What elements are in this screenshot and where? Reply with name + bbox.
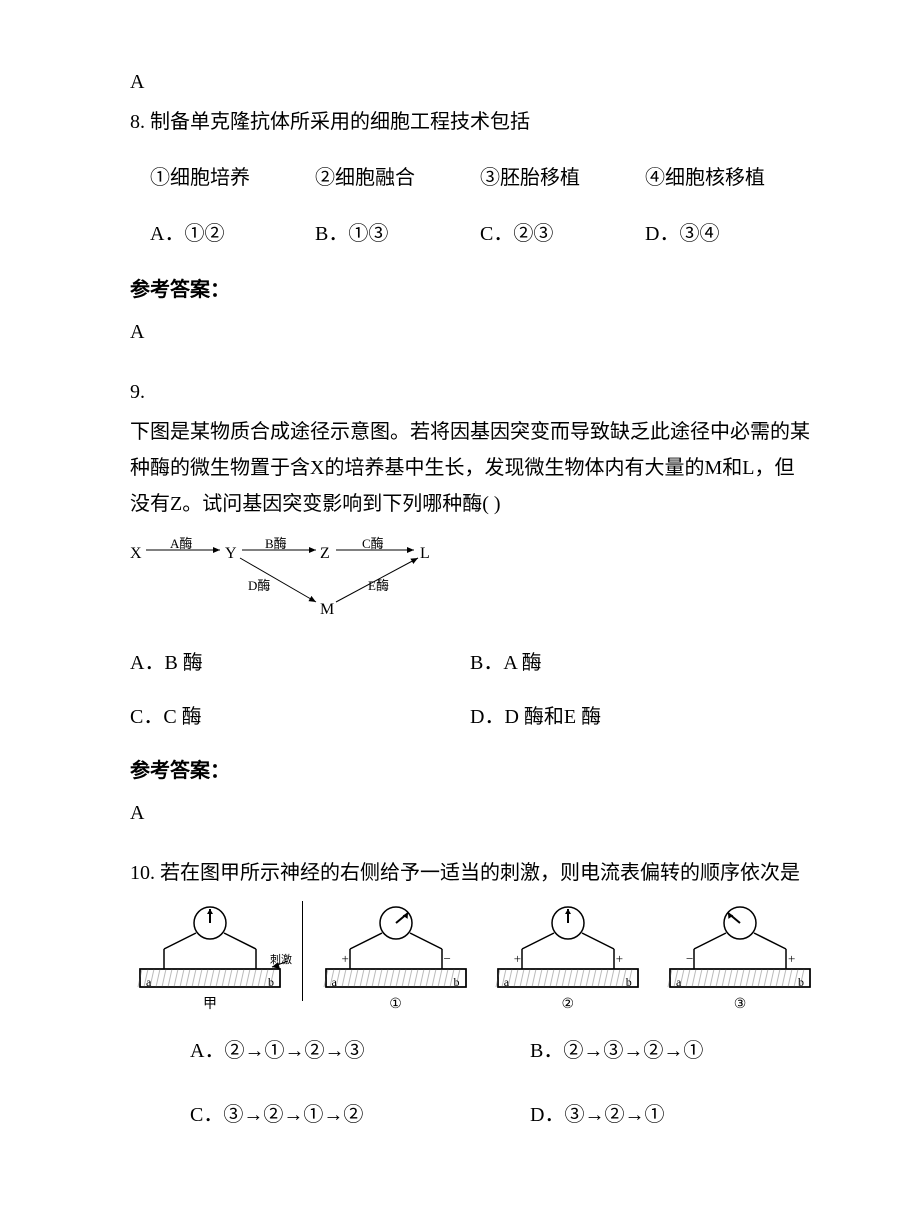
q10-stem-text: 若在图甲所示神经的右侧给予一适当的刺激，则电流表偏转的顺序依次是 (160, 862, 800, 884)
q9-option-a[interactable]: A．B 酶 (130, 645, 470, 681)
q9-option-b[interactable]: B．A 酶 (470, 645, 810, 681)
q9-diagram: X Y Z L M A酶 B酶 C酶 D酶 E酶 (130, 532, 470, 627)
q10-divider (302, 901, 303, 1001)
q9-node-y: Y (225, 540, 237, 569)
sign-left: + (514, 947, 521, 970)
q8-item-1: ①细胞培养 (150, 160, 315, 196)
q8-item-3: ③胚胎移植 (480, 160, 645, 196)
q10-panel-jia: a b 刺激 甲 (130, 899, 290, 1009)
q10-stem: 10. 若在图甲所示神经的右侧给予一适当的刺激，则电流表偏转的顺序依次是 (130, 855, 810, 891)
q8-stem: 8. 制备单克隆抗体所采用的细胞工程技术包括 (130, 104, 810, 140)
axon-label-a: a (504, 972, 509, 994)
axon-label-b: b (798, 972, 804, 994)
q9-node-l: L (420, 540, 430, 569)
q8-option-a[interactable]: A．①② (150, 216, 315, 252)
q9-label-b: B酶 (265, 532, 287, 555)
panel-caption: ② (488, 992, 648, 1017)
q9-number: 9. (130, 374, 810, 410)
q8-options: A．①② B．①③ C．②③ D．③④ (150, 216, 810, 252)
q8-option-b[interactable]: B．①③ (315, 216, 480, 252)
sign-right: − (444, 947, 451, 970)
q9-node-m: M (320, 596, 334, 625)
axon-label-b: b (268, 972, 274, 994)
q8-items: ①细胞培养 ②细胞融合 ③胚胎移植 ④细胞核移植 (150, 160, 810, 196)
q10-panel-3: a b − + ③ (660, 899, 820, 1009)
q8-answer-head: 参考答案： (130, 272, 810, 308)
q9-option-d[interactable]: D．D 酶和E 酶 (470, 699, 810, 735)
q8-option-c[interactable]: C．②③ (480, 216, 645, 252)
axon-label-b: b (454, 972, 460, 994)
panel-caption: 甲 (130, 992, 290, 1017)
q9-option-c[interactable]: C．C 酶 (130, 699, 470, 735)
q10-panel-1: a b + − ① (316, 899, 476, 1009)
axon-label-a: a (332, 972, 337, 994)
sign-right: + (788, 947, 795, 970)
q8-option-d[interactable]: D．③④ (645, 216, 810, 252)
sign-left: − (686, 947, 693, 970)
panel-caption: ③ (660, 992, 820, 1017)
q9-options-row2: C．C 酶 D．D 酶和E 酶 (130, 699, 810, 735)
stim-label: 刺激 (270, 951, 292, 971)
q8-item-2: ②细胞融合 (315, 160, 480, 196)
q8-answer: A (130, 314, 810, 350)
q9-node-x: X (130, 540, 142, 569)
q8-stem-text: 制备单克隆抗体所采用的细胞工程技术包括 (150, 111, 530, 133)
q9-label-a: A酶 (170, 532, 192, 555)
q9-node-z: Z (320, 540, 330, 569)
q9-label-d: D酶 (248, 574, 270, 597)
q7-answer: A (130, 64, 810, 100)
q10-options: A．②→①→②→③ B．②→③→②→① C．③→②→①→② D．③→②→① (190, 1033, 810, 1133)
q10-panels: a b 刺激 甲 a b + − ① (130, 899, 820, 1009)
axon-label-b: b (626, 972, 632, 994)
q10-panel-2: a b + + ② (488, 899, 648, 1009)
sign-right: + (616, 947, 623, 970)
panel-caption: ① (316, 992, 476, 1017)
q9-label-e: E酶 (368, 574, 389, 597)
q10-number: 10. (130, 862, 155, 884)
q9-answer: A (130, 795, 810, 831)
q9-answer-head: 参考答案： (130, 753, 810, 789)
q9-label-c: C酶 (362, 532, 384, 555)
q10-option-c[interactable]: C．③→②→①→② (190, 1097, 530, 1133)
q9-options-row1: A．B 酶 B．A 酶 (130, 645, 810, 681)
axon-label-a: a (146, 972, 151, 994)
q10-option-d[interactable]: D．③→②→① (530, 1097, 664, 1133)
q8-number: 8. (130, 111, 145, 133)
q9-stem: 下图是某物质合成途径示意图。若将因基因突变而导致缺乏此途径中必需的某种酶的微生物… (130, 414, 810, 522)
q10-option-a[interactable]: A．②→①→②→③ (190, 1033, 530, 1069)
sign-left: + (342, 947, 349, 970)
axon-label-a: a (676, 972, 681, 994)
q8-item-4: ④细胞核移植 (645, 160, 810, 196)
q10-option-b[interactable]: B．②→③→②→① (530, 1033, 703, 1069)
